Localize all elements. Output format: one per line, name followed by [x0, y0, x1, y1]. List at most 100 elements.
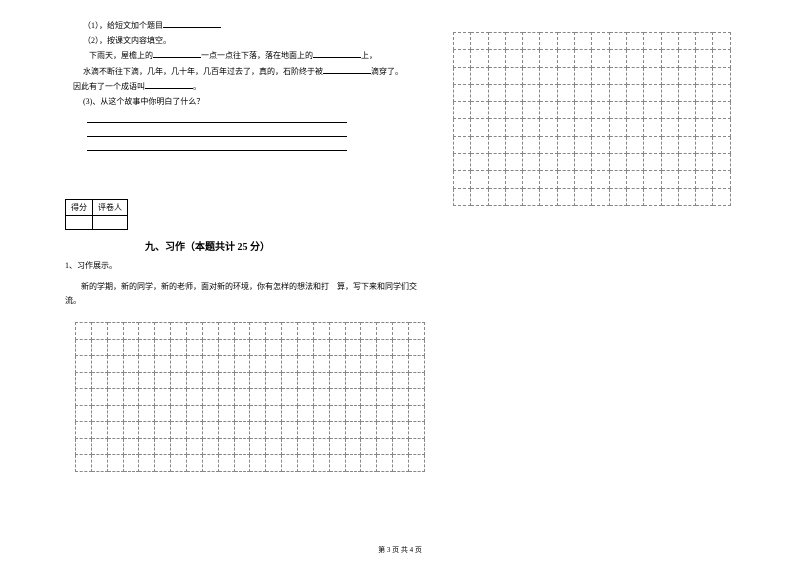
q2-l1a: 下雨天，屋檐上的 — [89, 51, 153, 60]
grid-cell — [187, 422, 203, 439]
grid-cell — [609, 50, 626, 67]
grid-cell — [155, 422, 171, 439]
grid-cell — [713, 171, 730, 188]
grid-cell — [471, 188, 488, 205]
grid-cell — [540, 119, 557, 136]
question-2-line1: 下雨天，屋檐上的一点一点往下落，落在地面上的上， — [65, 48, 425, 63]
grid-cell — [592, 154, 609, 171]
grid-cell — [266, 422, 282, 439]
grid-cell — [139, 405, 155, 422]
grid-cell — [123, 323, 139, 340]
grid-cell — [696, 67, 713, 84]
grid-cell — [471, 119, 488, 136]
q2-l2a: 水滴不断往下滴，几年，几十年，几百年过去了，真的，石阶终于被 — [83, 67, 323, 76]
grid-cell — [454, 171, 471, 188]
grid-cell — [505, 84, 522, 101]
grid-cell — [76, 356, 92, 373]
question-2-line2: 水滴不断往下滴，几年，几十年，几百年过去了，真的，石阶终于被滴穿了。 — [65, 64, 425, 79]
grid-cell — [592, 33, 609, 50]
grid-cell — [329, 422, 345, 439]
grid-cell — [202, 455, 218, 472]
grid-cell — [409, 438, 425, 455]
grid-cell — [488, 84, 505, 101]
writing-grid-left — [75, 322, 425, 472]
score-cell — [66, 216, 93, 230]
grid-cell — [266, 372, 282, 389]
grid-cell — [313, 372, 329, 389]
grid-cell — [409, 356, 425, 373]
grid-cell — [696, 154, 713, 171]
grid-cell — [557, 102, 574, 119]
grid-cell — [282, 405, 298, 422]
grid-cell — [454, 119, 471, 136]
grid-cell — [76, 339, 92, 356]
grid-cell — [505, 33, 522, 50]
grid-cell — [540, 67, 557, 84]
grid-cell — [313, 422, 329, 439]
grid-cell — [91, 356, 107, 373]
grid-cell — [298, 389, 314, 406]
grid-cell — [523, 33, 540, 50]
grid-cell — [575, 102, 592, 119]
grid-cell — [505, 188, 522, 205]
grid-cell — [107, 455, 123, 472]
grid-cell — [202, 323, 218, 340]
grid-cell — [298, 323, 314, 340]
q1-label: （1），给短文加个题目 — [83, 21, 163, 30]
grid-cell — [471, 84, 488, 101]
grid-cell — [361, 422, 377, 439]
grid-cell — [575, 50, 592, 67]
grid-cell — [91, 405, 107, 422]
grid-cell — [377, 323, 393, 340]
score-table: 得分 评卷人 — [65, 199, 128, 230]
grid-cell — [139, 455, 155, 472]
grid-cell — [393, 422, 409, 439]
q2-blank1 — [153, 49, 201, 58]
grid-cell — [171, 356, 187, 373]
grid-cell — [345, 438, 361, 455]
grid-cell — [609, 33, 626, 50]
grid-cell — [557, 171, 574, 188]
grid-cell — [123, 405, 139, 422]
grid-cell — [678, 84, 695, 101]
grid-cell — [678, 136, 695, 153]
grid-cell — [454, 188, 471, 205]
grid-cell — [523, 84, 540, 101]
grid-cell — [313, 323, 329, 340]
grid-cell — [313, 455, 329, 472]
grid-cell — [187, 323, 203, 340]
section-9-title: 九、习作（本题共计 25 分） — [145, 238, 425, 253]
grid-cell — [678, 33, 695, 50]
grid-cell — [713, 67, 730, 84]
grid-cell — [218, 405, 234, 422]
grid-cell — [218, 339, 234, 356]
grid-cell — [471, 50, 488, 67]
grid-cell — [139, 389, 155, 406]
grid-cell — [488, 119, 505, 136]
grid-cell — [76, 389, 92, 406]
grid-cell — [139, 438, 155, 455]
grid-cell — [123, 438, 139, 455]
grid-cell — [345, 323, 361, 340]
grid-cell — [626, 188, 643, 205]
grid-cell — [250, 372, 266, 389]
grid-cell — [540, 84, 557, 101]
grid-cell — [91, 389, 107, 406]
grid-cell — [202, 405, 218, 422]
question-2-label: （2），按课文内容填空。 — [65, 33, 425, 48]
grid-cell — [678, 50, 695, 67]
grid-cell — [377, 389, 393, 406]
grid-cell — [139, 356, 155, 373]
q2-l3a: 因此有了一个成语叫 — [73, 82, 145, 91]
right-column — [453, 18, 733, 565]
grid-cell — [488, 102, 505, 119]
grid-cell — [540, 33, 557, 50]
grid-cell — [107, 356, 123, 373]
grid-cell — [592, 84, 609, 101]
grid-cell — [471, 33, 488, 50]
grid-cell — [609, 67, 626, 84]
grid-cell — [266, 405, 282, 422]
grid-cell — [696, 102, 713, 119]
grid-cell — [282, 422, 298, 439]
grid-cell — [298, 422, 314, 439]
